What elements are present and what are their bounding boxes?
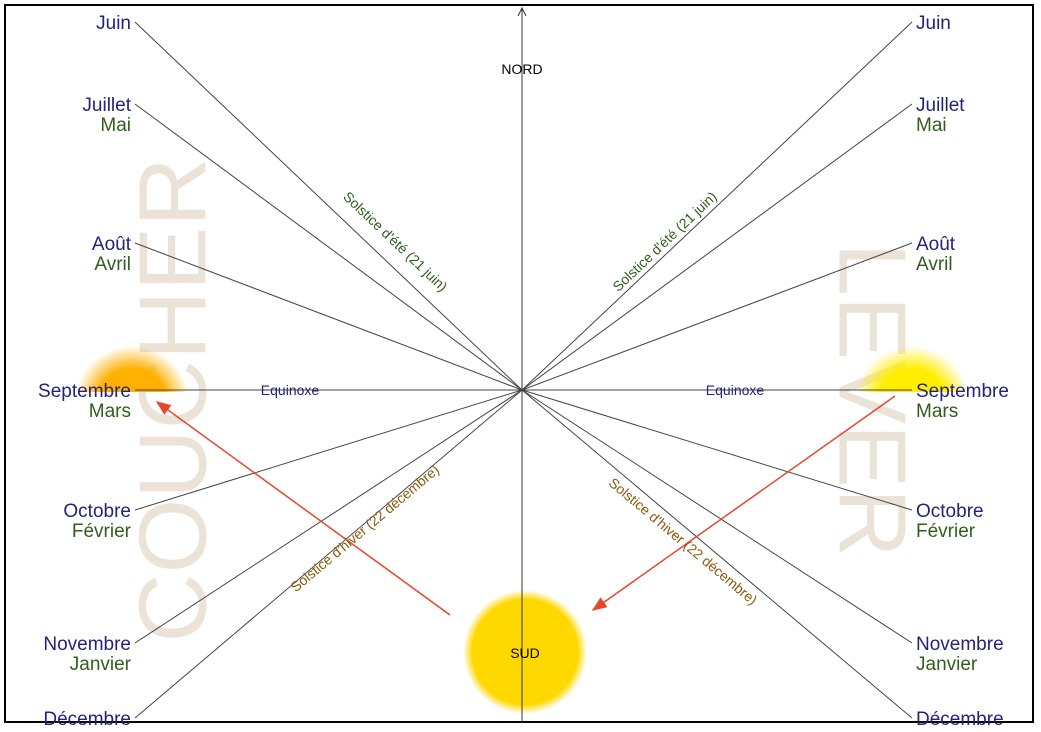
arrow xyxy=(591,395,896,611)
ray xyxy=(134,389,523,644)
month-labels: JuinJuilletMaiAoûtAvrilSeptembreMarsOcto… xyxy=(38,13,1009,730)
paired-month-label: Avril xyxy=(916,254,953,275)
paired-month-label: Janvier xyxy=(916,654,978,675)
month-label: Août xyxy=(92,234,132,255)
paired-month-label: Avril xyxy=(94,254,131,275)
month-label: Septembre xyxy=(38,381,131,402)
arrow xyxy=(155,401,451,616)
ray xyxy=(521,389,913,719)
paired-month-label: Mars xyxy=(89,401,131,422)
month-label: Juillet xyxy=(82,95,131,116)
ray xyxy=(134,103,523,391)
south-label: SUD xyxy=(510,645,540,661)
month-label: Septembre xyxy=(916,381,1009,402)
watermark: COUCHER xyxy=(119,157,226,642)
month-label: Août xyxy=(916,234,956,255)
ray xyxy=(521,389,913,511)
rays xyxy=(134,21,913,719)
month-label: Juillet xyxy=(916,95,965,116)
south-sun xyxy=(463,590,587,714)
month-label: Juin xyxy=(916,13,951,34)
ray xyxy=(521,389,913,644)
axis-arrow xyxy=(517,6,527,17)
ray xyxy=(134,389,523,719)
month-label: Novembre xyxy=(43,634,131,655)
month-label: Octobre xyxy=(916,501,984,522)
watermark: LEVER xyxy=(819,243,926,558)
paired-month-label: Mai xyxy=(916,115,947,136)
equinox-label: Equinoxe xyxy=(706,382,765,398)
month-label: Novembre xyxy=(916,634,1004,655)
paired-month-label: Mars xyxy=(916,401,958,422)
month-label: Octobre xyxy=(63,501,131,522)
ray xyxy=(134,242,523,391)
paired-month-label: Février xyxy=(72,521,132,542)
month-label: Décembre xyxy=(916,709,1004,730)
ray xyxy=(521,242,913,391)
ray xyxy=(521,21,913,391)
month-label: Juin xyxy=(96,13,131,34)
ray xyxy=(521,103,913,391)
ray xyxy=(134,389,523,511)
paired-month-label: Mai xyxy=(100,115,131,136)
month-label: Décembre xyxy=(43,709,131,730)
paired-month-label: Janvier xyxy=(70,654,132,675)
sunrise-sun xyxy=(854,334,970,392)
paired-month-label: Février xyxy=(916,521,976,542)
sunset-sun xyxy=(74,334,190,392)
equinox-label: Equinoxe xyxy=(261,382,320,398)
ray xyxy=(134,21,523,391)
north-label: NORD xyxy=(501,61,542,77)
